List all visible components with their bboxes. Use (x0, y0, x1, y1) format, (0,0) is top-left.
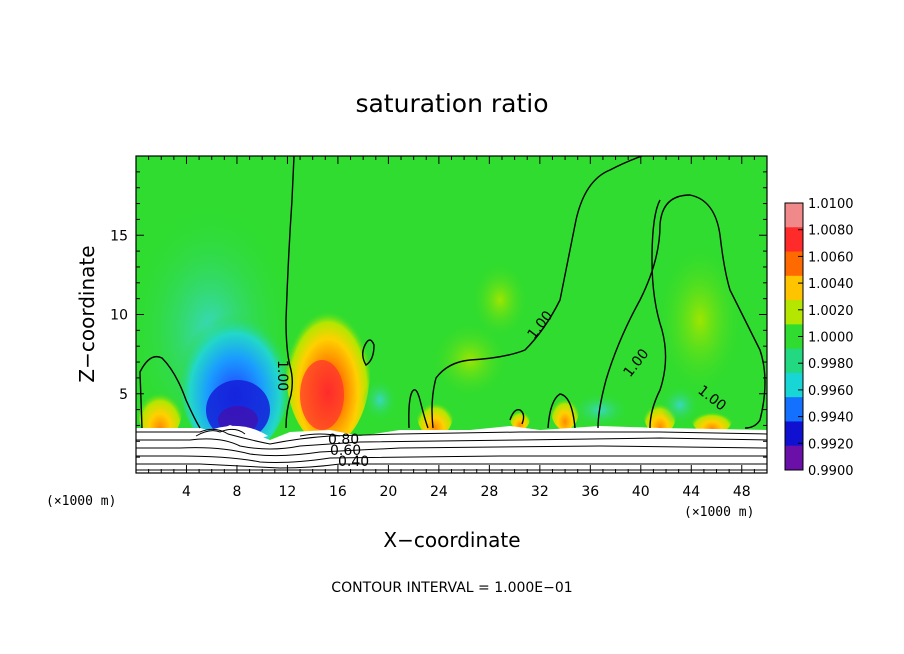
colorbar-swatch (785, 251, 803, 277)
colorbar-label: 0.9960 (808, 384, 854, 399)
x-tick-label: 8 (232, 484, 241, 500)
colorbar-swatch (785, 348, 803, 374)
colorbar-swatch (785, 397, 803, 422)
x-tick-label: 44 (682, 484, 700, 500)
colorbar-label: 1.0080 (808, 224, 854, 239)
colorbar-swatch (785, 275, 803, 301)
x-tick-label: 12 (279, 484, 297, 500)
colorbar-swatch (785, 203, 803, 228)
x-axis: 4 8 12 16 20 24 28 32 36 40 44 48 (148, 156, 755, 500)
colorbar-label: 0.9900 (808, 464, 854, 479)
contour-label: 1.00 (274, 360, 290, 391)
colorbar-label: 1.0040 (808, 277, 854, 292)
y-axis-label: Z−coordinate (75, 245, 99, 382)
y-tick-label: 5 (119, 387, 128, 403)
x-tick-label: 28 (480, 484, 498, 500)
colorbar-swatch (785, 300, 803, 325)
contour-label: 0.80 (328, 432, 359, 448)
contour-interval-note: CONTOUR INTERVAL = 1.000E−01 (331, 580, 572, 596)
chart-title: saturation ratio (355, 89, 548, 118)
colorbar: 1.0100 1.0080 1.0060 1.0040 1.0020 1.0000 0.99… (784, 197, 854, 479)
colorbar-swatch (785, 445, 803, 471)
x-tick-label: 20 (379, 484, 397, 500)
colorbar-swatch (785, 372, 803, 398)
x-unit-left: (×1000 m) (46, 494, 116, 509)
x-unit-right: (×1000 m) (684, 505, 754, 520)
colorbar-label: 1.0100 (808, 197, 854, 212)
x-tick-label: 36 (581, 484, 599, 500)
y-tick-label: 10 (110, 308, 128, 324)
x-axis-label: X−coordinate (383, 528, 520, 552)
x-tick-label: 48 (733, 484, 751, 500)
colorbar-label: 0.9920 (808, 437, 854, 452)
colorbar-swatch (785, 421, 803, 447)
saturation-field (136, 156, 767, 473)
y-tick-label: 15 (110, 228, 128, 244)
colorbar-label: 0.9940 (808, 411, 854, 426)
colorbar-label: 1.0060 (808, 250, 854, 265)
x-tick-label: 16 (329, 484, 347, 500)
y-axis: 5 10 15 (110, 171, 767, 458)
x-tick-label: 40 (632, 484, 650, 500)
contour-label: 0.40 (338, 454, 369, 470)
x-tick-label: 24 (430, 484, 448, 500)
x-tick-label: 4 (182, 484, 191, 500)
colorbar-label: 0.9980 (808, 357, 854, 372)
colorbar-label: 1.0020 (808, 304, 854, 319)
colorbar-label: 1.0000 (808, 331, 854, 346)
colorbar-swatch (785, 324, 803, 350)
colorbar-swatch (785, 227, 803, 253)
contour-label: 0.60 (330, 443, 361, 459)
x-tick-label: 32 (531, 484, 549, 500)
